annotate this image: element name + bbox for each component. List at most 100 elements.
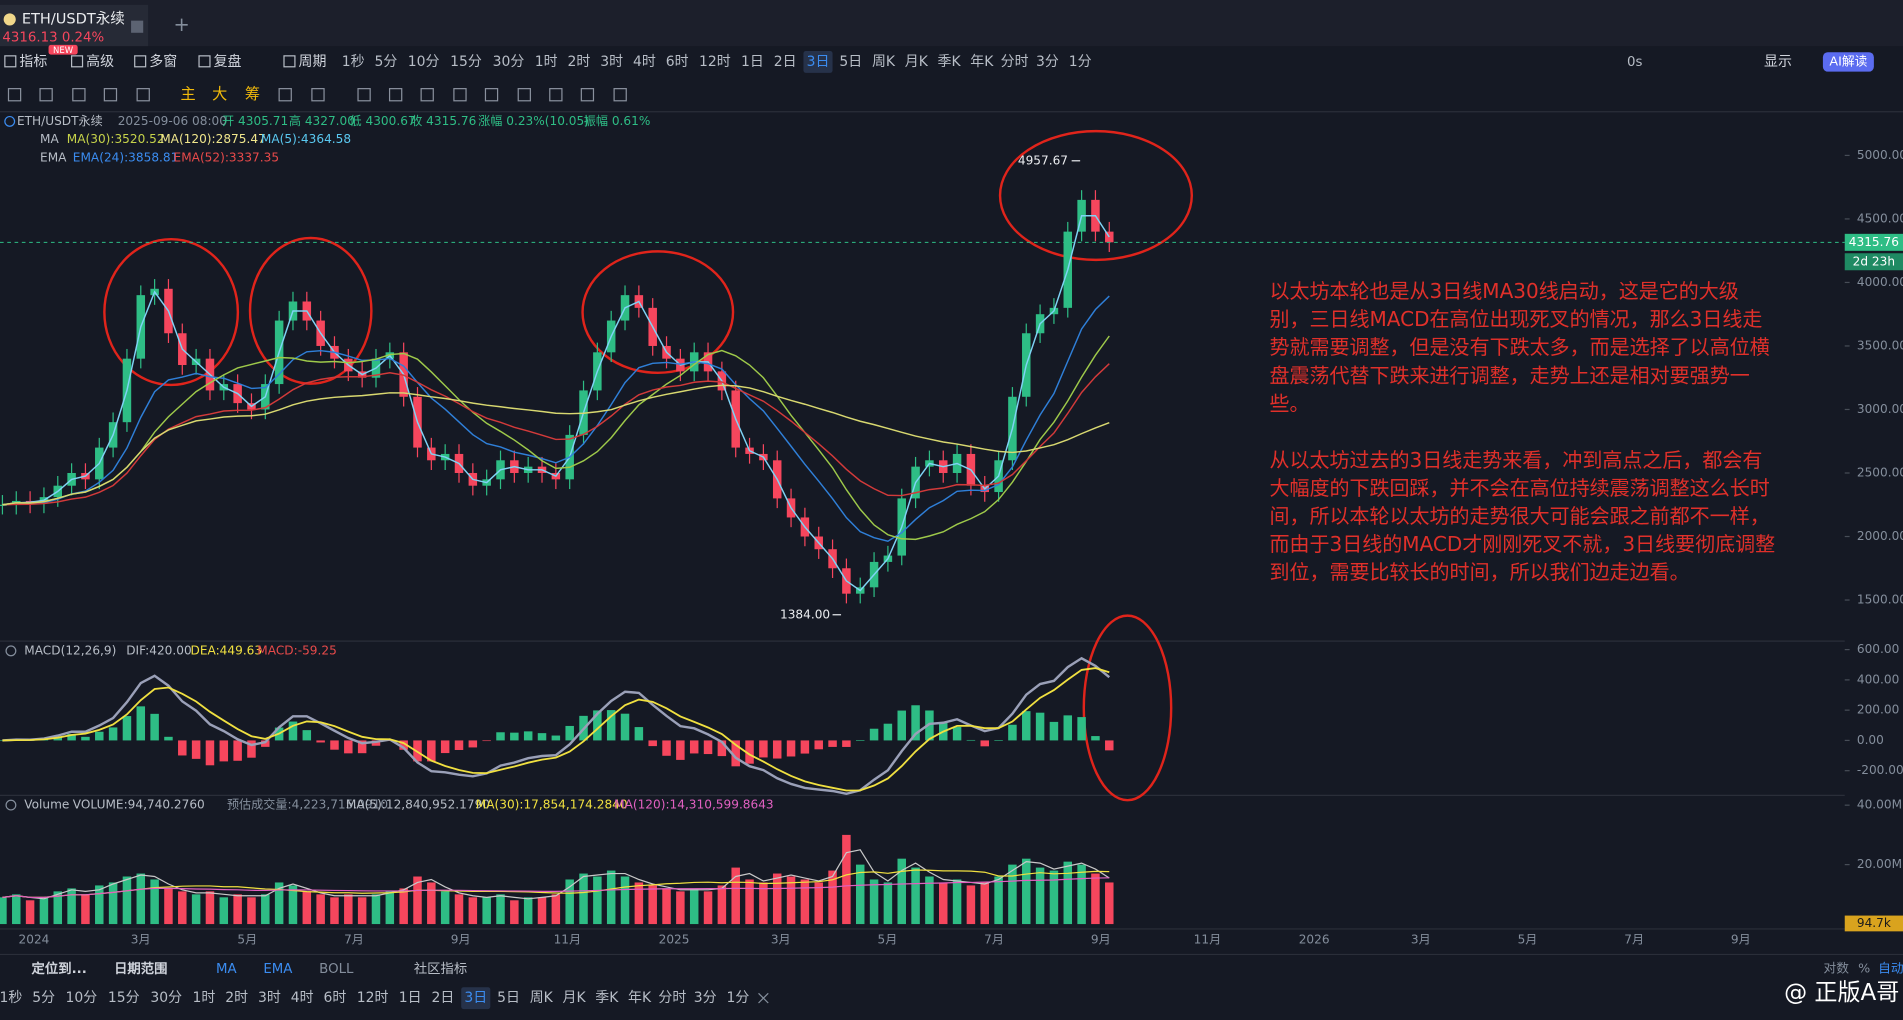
tool-icon	[198, 55, 211, 68]
period[interactable]: 季K	[938, 54, 962, 70]
bottom-period[interactable]: 4时	[291, 990, 314, 1006]
period[interactable]: 4时	[633, 54, 656, 70]
period[interactable]: 5分	[375, 54, 398, 70]
y-tick-label: 3000.00	[1857, 402, 1903, 416]
bottom-tool[interactable]: BOLL	[319, 962, 354, 977]
period[interactable]: 1分	[1069, 54, 1092, 70]
tool-icon[interactable]	[278, 88, 292, 102]
period[interactable]: 1秒	[342, 54, 365, 70]
pane-toggle[interactable]	[5, 645, 17, 657]
bottom-period[interactable]: 2日	[432, 990, 455, 1006]
bottom-tool[interactable]: 定位到...	[32, 960, 87, 977]
bottom-right[interactable]: %	[1858, 961, 1870, 976]
bottom-period[interactable]: 季K	[595, 990, 619, 1006]
bottom-period[interactable]: 5分	[32, 990, 55, 1006]
annotation-text: 从以太坊过去的3日线走势来看，冲到高点之后，都会有	[1269, 448, 1762, 472]
macd-header: MACD:-59.25	[257, 643, 337, 657]
period[interactable]: 年K	[970, 54, 994, 70]
bottom-period[interactable]: 10分	[65, 990, 97, 1006]
period[interactable]: 1日	[741, 54, 764, 70]
bottom-period[interactable]: 2时	[225, 990, 248, 1006]
bottom-period[interactable]: 30分	[150, 990, 182, 1006]
tool-icon[interactable]	[72, 88, 86, 102]
bottom-period[interactable]: 3分	[694, 990, 717, 1006]
tab-close[interactable]	[131, 20, 144, 33]
bottom-period[interactable]: 1日	[399, 990, 422, 1006]
bottom-period[interactable]: 15分	[108, 990, 140, 1006]
period[interactable]: 10分	[408, 54, 440, 70]
tool-icon[interactable]	[420, 88, 434, 102]
tool-icon[interactable]	[453, 88, 467, 102]
period[interactable]: 1时	[535, 54, 558, 70]
bottom-period[interactable]: 6时	[324, 990, 347, 1006]
period[interactable]: 5日	[839, 54, 862, 70]
bottom-period[interactable]: 周K	[530, 990, 554, 1006]
tool-icon[interactable]	[388, 88, 403, 102]
new-tab[interactable]: +	[174, 13, 190, 36]
tool-icon[interactable]	[613, 88, 627, 102]
bottom-period[interactable]: 1秒	[0, 990, 22, 1006]
tool-icon[interactable]	[517, 88, 531, 102]
pane-toggle[interactable]	[5, 799, 17, 811]
period[interactable]: 2日	[774, 54, 797, 70]
period[interactable]: 周K	[872, 54, 896, 70]
macd-bar	[883, 723, 893, 741]
tool-icon[interactable]	[357, 88, 371, 102]
bottom-right[interactable]: 自动	[1878, 961, 1903, 976]
bottom-period[interactable]: 3日	[464, 990, 487, 1006]
tool-icon[interactable]	[7, 88, 22, 102]
drawing-tool[interactable]: 主	[181, 85, 196, 103]
ai-button-bg[interactable]	[1822, 52, 1874, 72]
legend-ema: EMA(52):3337.35	[174, 150, 280, 164]
moving-average	[2, 363, 1110, 506]
period[interactable]: 15分	[450, 54, 482, 70]
bottom-period[interactable]: 12时	[357, 990, 389, 1006]
tool-icon[interactable]	[484, 88, 499, 102]
drawing-tool[interactable]: 筹	[245, 85, 260, 103]
period[interactable]: 3分	[1036, 54, 1059, 70]
toolbar-tool[interactable]: 高级	[86, 53, 114, 70]
period[interactable]: 3时	[600, 54, 623, 70]
bottom-right[interactable]: 对数	[1824, 961, 1850, 976]
toolbar-tool[interactable]: 复盘	[214, 53, 242, 70]
toolbar-right[interactable]: AI解读	[1829, 54, 1867, 69]
bottom-tool[interactable]: EMA	[263, 962, 293, 977]
toolbar-tool[interactable]: 周期	[299, 54, 327, 70]
tool-icon[interactable]	[311, 88, 325, 102]
bottom-period[interactable]: 5日	[497, 990, 520, 1006]
volume-bar	[371, 894, 381, 925]
tool-icon[interactable]	[103, 88, 118, 102]
period[interactable]: 12时	[699, 54, 731, 70]
toolbar-right[interactable]: 0s	[1627, 55, 1642, 70]
toolbar-tool[interactable]: 多窗	[149, 53, 177, 70]
tool-icon[interactable]	[39, 88, 53, 102]
tool-icon[interactable]	[580, 88, 595, 102]
bottom-tool[interactable]: 社区指标	[414, 961, 467, 977]
drawing-tool[interactable]: 大	[212, 85, 227, 103]
period[interactable]: 6时	[666, 54, 689, 70]
bottom-period[interactable]: 1时	[192, 990, 215, 1006]
bottom-tool[interactable]: 日期范围	[114, 960, 167, 977]
legend-toggle[interactable]	[4, 115, 16, 127]
bottom-period[interactable]: 3时	[258, 990, 281, 1006]
close-icon[interactable]	[758, 992, 769, 1004]
toolbar-tool[interactable]: 指标	[19, 54, 47, 70]
volume-bar	[800, 879, 810, 925]
bottom-period[interactable]: 1分	[726, 990, 749, 1006]
bottom-tool[interactable]: MA	[216, 962, 238, 977]
tool-icon[interactable]	[549, 88, 563, 102]
period[interactable]: 3日	[807, 54, 830, 70]
tool-icon[interactable]	[136, 88, 150, 102]
bottom-period[interactable]: 月K	[563, 990, 587, 1006]
period[interactable]: 30分	[493, 54, 525, 70]
volume-bar	[1049, 870, 1059, 925]
tab[interactable]	[0, 4, 149, 47]
toolbar-right[interactable]: 显示	[1764, 54, 1792, 70]
volume-bar	[551, 894, 561, 925]
period[interactable]: 分时	[1001, 54, 1029, 70]
bottom-period[interactable]: 分时	[658, 990, 686, 1006]
bottom-period[interactable]: 年K	[628, 990, 652, 1006]
period[interactable]: 2时	[567, 54, 590, 70]
period[interactable]: 月K	[905, 54, 929, 70]
x-tick-label: 2026	[1299, 932, 1330, 946]
